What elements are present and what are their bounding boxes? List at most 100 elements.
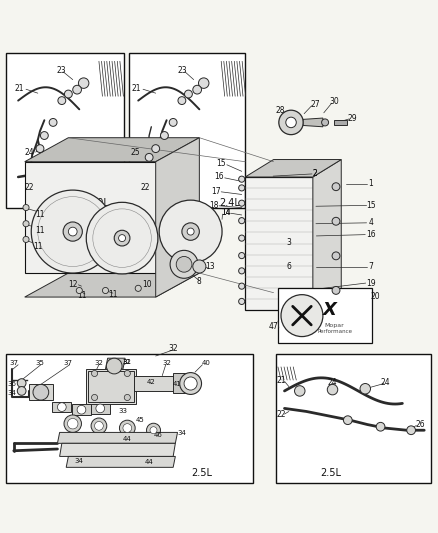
Text: 41: 41 [173,382,182,387]
Circle shape [407,426,416,434]
Circle shape [239,235,245,241]
Circle shape [49,118,57,126]
Circle shape [193,260,206,273]
Text: 16: 16 [214,173,224,182]
Polygon shape [155,138,199,297]
Text: 2: 2 [313,169,318,179]
Circle shape [64,90,72,98]
Circle shape [91,418,107,434]
Circle shape [332,183,340,191]
Bar [25,161,155,273]
Circle shape [239,283,245,289]
Text: 15: 15 [366,201,376,210]
Circle shape [36,144,44,152]
Polygon shape [25,138,199,161]
Circle shape [180,373,201,394]
Text: 14: 14 [221,208,230,217]
Circle shape [239,268,245,274]
Text: 18: 18 [209,201,219,210]
Polygon shape [334,120,347,125]
Circle shape [73,85,81,94]
Text: 34: 34 [75,458,84,464]
Circle shape [17,379,26,387]
Circle shape [76,287,82,294]
Text: 34: 34 [7,390,16,396]
Circle shape [57,403,66,411]
Text: 19: 19 [366,279,376,288]
Polygon shape [134,376,175,391]
Text: 2.0L: 2.0L [88,198,110,208]
Circle shape [327,384,338,395]
Circle shape [343,416,352,425]
Circle shape [178,96,186,104]
Circle shape [147,423,160,437]
Text: 38: 38 [110,388,119,394]
Circle shape [78,78,89,88]
Text: 21: 21 [131,84,141,93]
Circle shape [145,154,153,161]
Circle shape [102,287,109,294]
Circle shape [376,422,385,431]
Text: 25: 25 [131,148,140,157]
Text: 21: 21 [276,376,286,384]
Circle shape [332,286,340,294]
Text: 30: 30 [330,97,339,106]
Circle shape [23,221,29,227]
Text: 11: 11 [33,243,42,252]
Circle shape [294,386,305,396]
Text: 34: 34 [177,430,186,437]
Text: 2: 2 [313,169,318,179]
Circle shape [286,117,296,128]
Bar [276,354,431,482]
Bar [6,53,124,207]
Text: 24: 24 [380,378,390,387]
Text: 35: 35 [35,360,44,366]
Circle shape [169,118,177,126]
Text: 36: 36 [7,381,16,386]
Bar [245,177,313,310]
Circle shape [198,78,209,88]
Polygon shape [25,273,199,297]
Circle shape [68,227,77,236]
Circle shape [119,235,126,241]
Circle shape [106,358,122,374]
Polygon shape [66,456,175,467]
Circle shape [114,230,130,246]
Circle shape [40,132,48,140]
Bar [6,354,253,482]
Circle shape [31,190,114,273]
Polygon shape [57,432,177,443]
Circle shape [182,223,199,240]
Text: 24: 24 [24,148,34,157]
Circle shape [95,422,103,430]
Text: 32: 32 [162,360,171,366]
Circle shape [332,252,340,260]
Circle shape [193,85,201,94]
Text: 23: 23 [56,66,66,75]
Circle shape [123,424,132,432]
Text: 32: 32 [123,359,132,365]
Polygon shape [60,443,175,456]
Circle shape [135,285,141,292]
Text: 22: 22 [140,182,149,191]
Circle shape [239,176,245,182]
Circle shape [360,384,371,394]
Text: 17: 17 [211,187,221,196]
Text: Mopar: Mopar [325,323,345,328]
Circle shape [321,119,328,126]
Circle shape [92,394,98,400]
Circle shape [176,256,192,272]
Text: 11: 11 [108,290,118,300]
Polygon shape [86,369,136,404]
Circle shape [33,384,49,400]
Text: 23: 23 [177,66,187,75]
Text: 21: 21 [14,84,24,93]
Circle shape [239,298,245,304]
Text: 44: 44 [145,459,153,465]
Text: 46: 46 [153,432,162,438]
Circle shape [92,370,98,376]
Text: 15: 15 [216,159,226,168]
Polygon shape [313,159,341,310]
Circle shape [64,415,81,432]
Circle shape [160,132,168,140]
